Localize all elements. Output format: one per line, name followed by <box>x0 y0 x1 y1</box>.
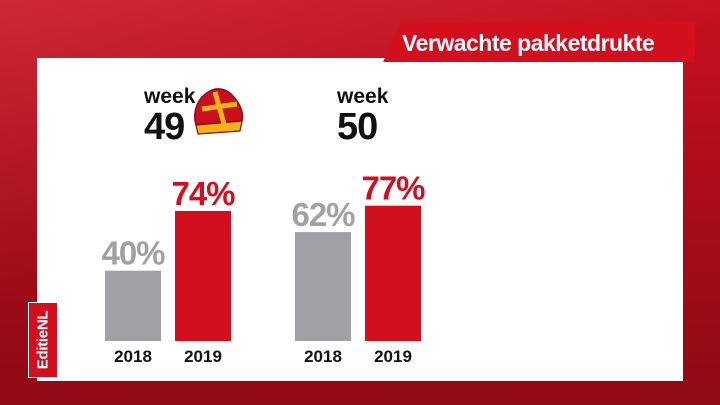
week-word: week <box>337 85 389 108</box>
brand-logo: EditieNL <box>28 302 58 378</box>
week-word: week <box>144 85 196 108</box>
week-50-label: week 50 <box>337 85 389 148</box>
week-number: 50 <box>337 106 378 148</box>
value-label: 40% <box>101 235 165 272</box>
bar-2019-2 <box>365 205 421 341</box>
tick-label: 2019 <box>184 347 222 366</box>
tick-label: 2018 <box>114 347 152 366</box>
value-label: 62% <box>291 196 355 233</box>
bar-2019-1 <box>175 210 231 341</box>
tick-label: 2018 <box>304 347 342 366</box>
title-tab <box>383 22 695 62</box>
value-label: 77% <box>361 170 425 207</box>
bar-2018-1 <box>105 270 161 341</box>
bishop-mitre-icon <box>194 88 244 135</box>
week-49-label: week 49 <box>144 85 196 148</box>
tick-label: 2019 <box>374 347 412 366</box>
bar-2018-2 <box>295 232 351 341</box>
chart-title: Verwachte pakketdrukte <box>402 30 655 56</box>
value-label: 74% <box>171 175 235 212</box>
week-number: 49 <box>144 106 185 148</box>
